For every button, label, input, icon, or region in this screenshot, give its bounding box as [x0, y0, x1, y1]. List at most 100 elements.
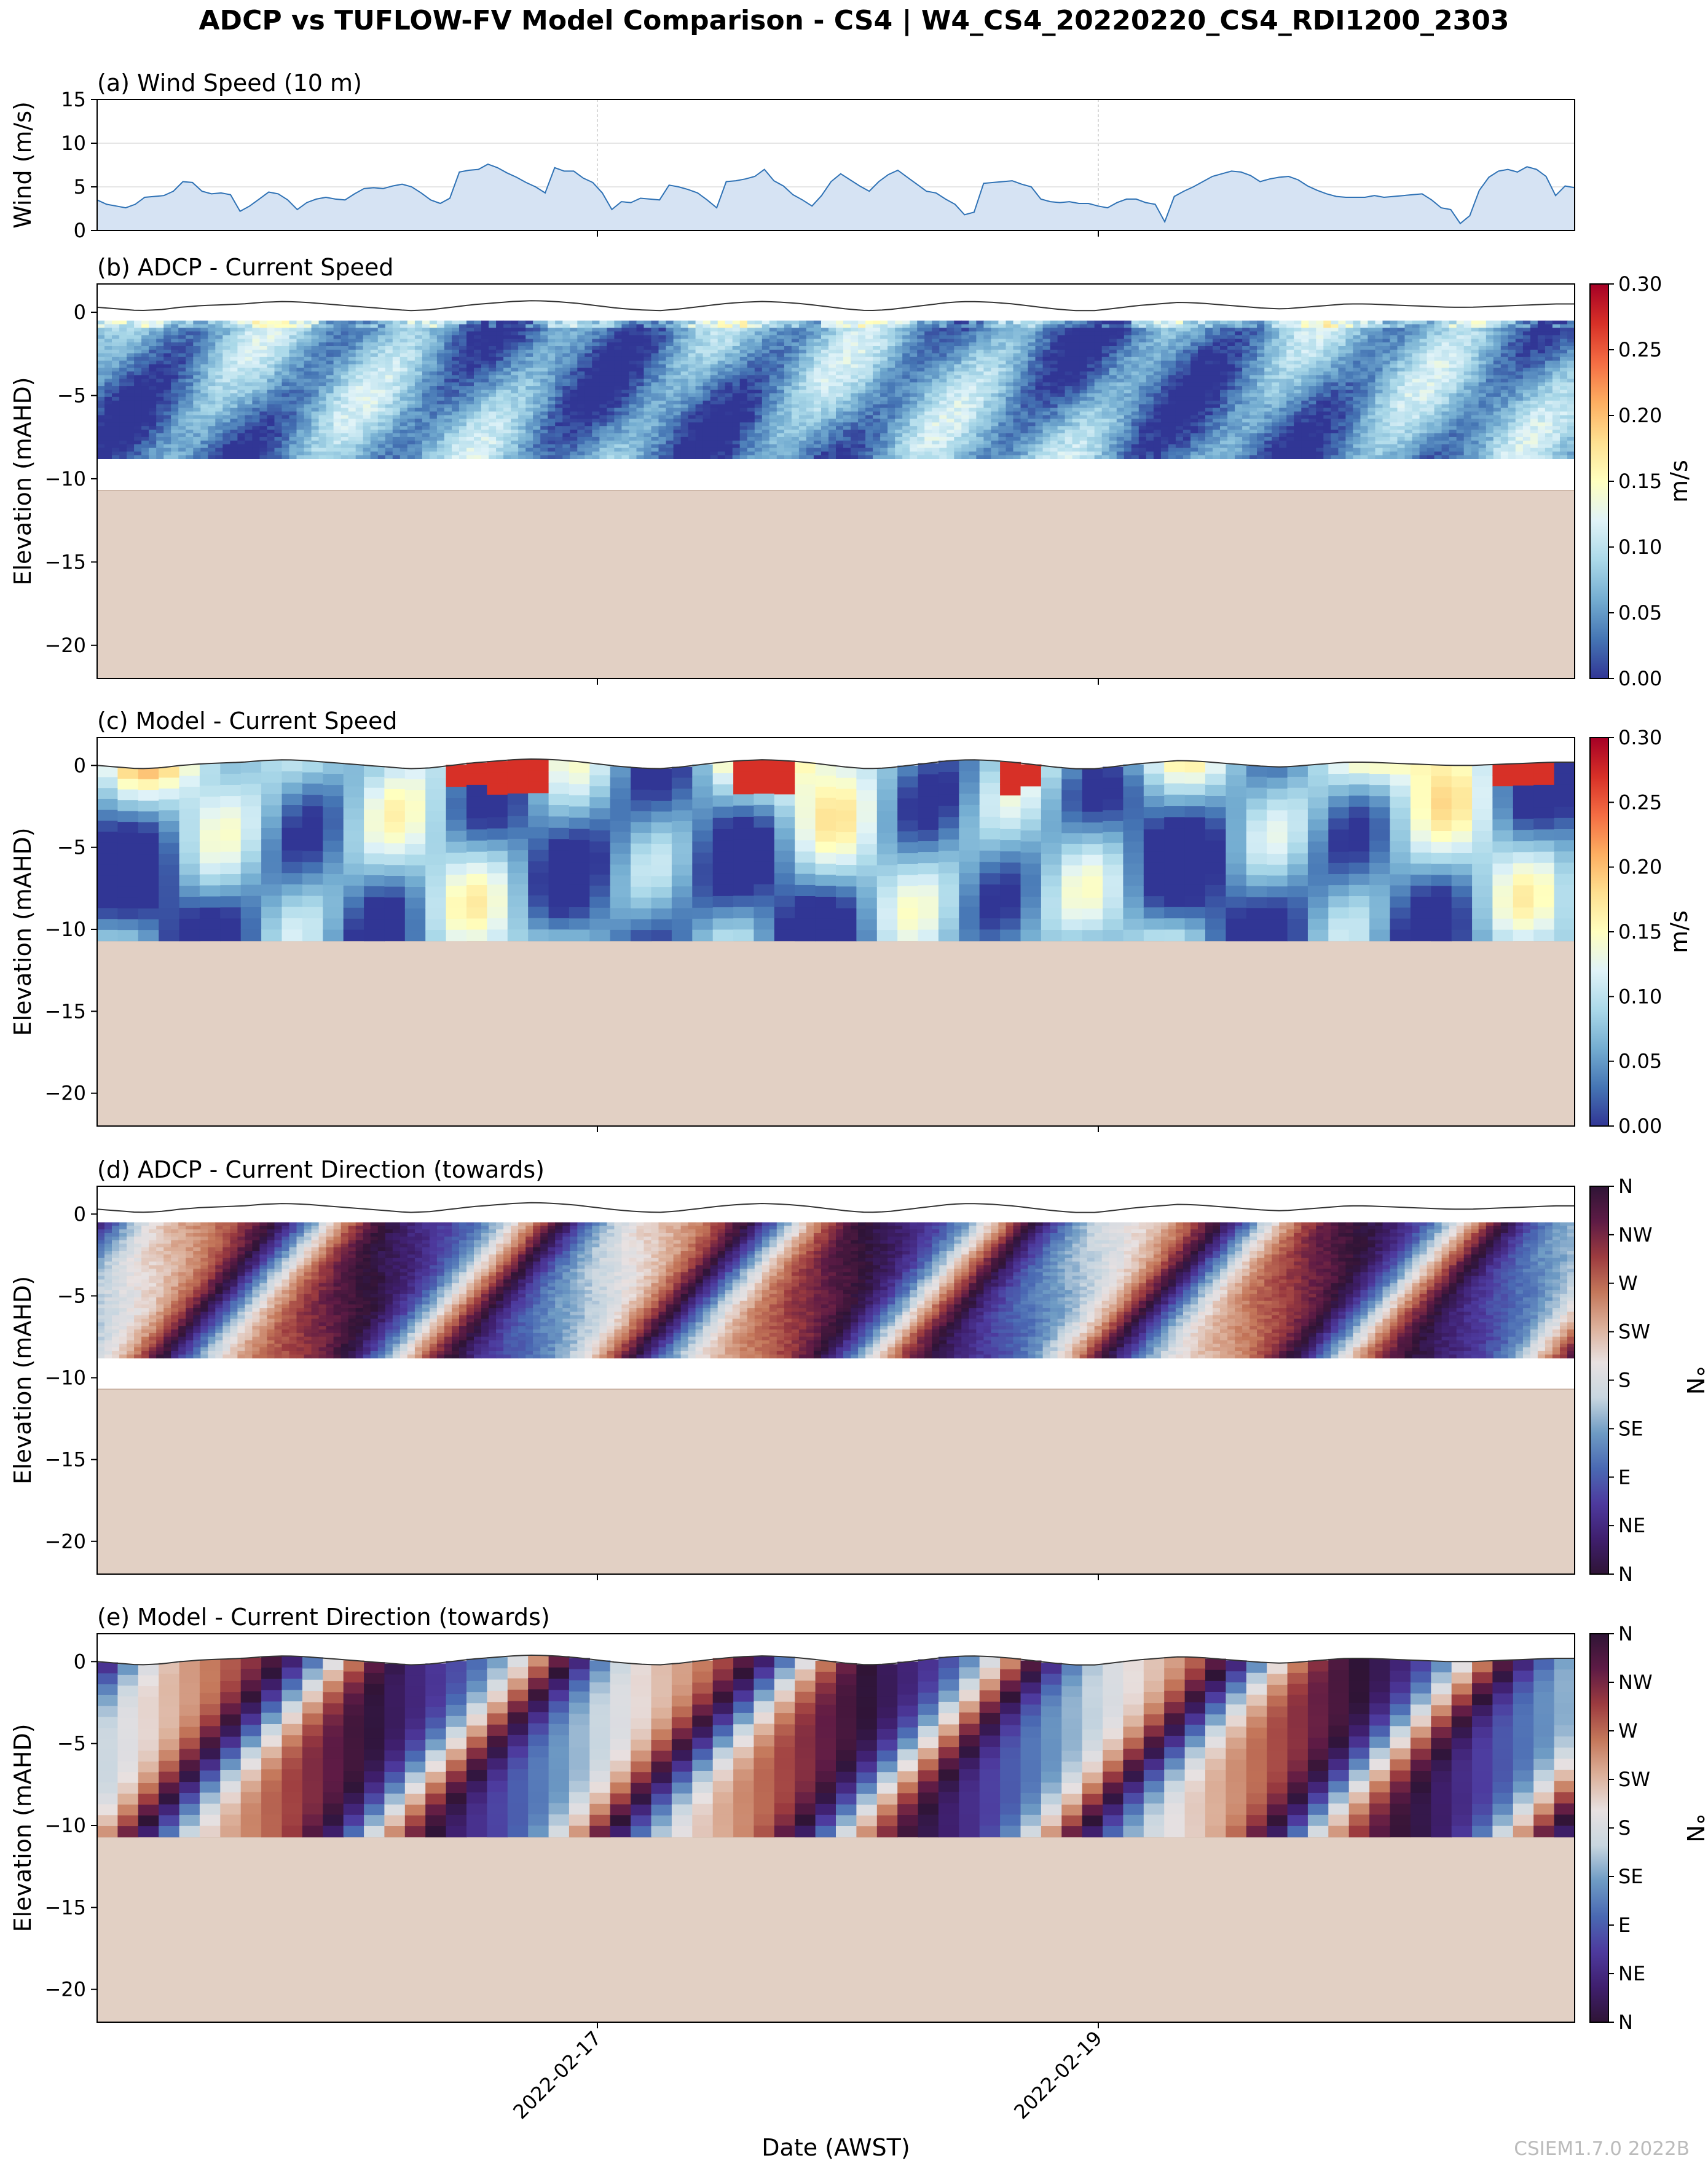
heatmap-cell	[924, 430, 932, 434]
heatmap-cell	[1050, 433, 1058, 438]
heatmap-cell	[452, 451, 460, 456]
heatmap-cell	[680, 447, 689, 452]
heatmap-cell	[127, 419, 135, 423]
heatmap-cell	[1035, 400, 1044, 405]
heatmap-cell	[614, 393, 622, 398]
heatmap-cell	[296, 436, 305, 441]
heatmap-cell	[289, 375, 297, 379]
heatmap-cell	[614, 331, 622, 336]
heatmap-cell	[1020, 320, 1029, 325]
heatmap-cell	[436, 349, 445, 354]
heatmap-cell	[326, 447, 334, 452]
heatmap-cell	[858, 422, 866, 427]
heatmap-cell	[614, 371, 622, 376]
heatmap-cell	[333, 419, 342, 423]
heatmap-cell	[340, 440, 349, 445]
heatmap-cell	[208, 342, 216, 347]
heatmap-cell	[969, 455, 977, 459]
heatmap-cell	[666, 436, 674, 441]
heatmap-cell	[112, 335, 120, 339]
heatmap-cell	[747, 455, 755, 459]
heatmap-cell	[607, 328, 615, 332]
heatmap-cell	[466, 331, 474, 336]
heatmap-cell	[991, 426, 999, 430]
heatmap-cell	[318, 422, 327, 427]
heatmap-cell	[607, 400, 615, 405]
heatmap-cell	[924, 390, 932, 394]
heatmap-cell	[562, 404, 570, 409]
heatmap-cell	[695, 339, 704, 343]
heatmap-cell	[688, 371, 696, 376]
heatmap-cell	[127, 342, 135, 347]
heatmap-cell	[1020, 390, 1029, 394]
heatmap-cell	[422, 386, 430, 390]
heatmap-cell	[969, 346, 977, 350]
heatmap-cell	[163, 390, 171, 394]
heatmap-cell	[548, 455, 556, 459]
heatmap-cell	[983, 433, 991, 438]
heatmap-cell	[584, 422, 592, 427]
heatmap-cell	[762, 328, 770, 332]
heatmap-cell	[436, 393, 445, 398]
heatmap-cell	[880, 411, 888, 416]
heatmap-cell	[141, 346, 149, 350]
heatmap-cell	[643, 419, 652, 423]
heatmap-cell	[961, 440, 969, 445]
heatmap-cell	[525, 324, 533, 328]
heatmap-cell	[895, 390, 903, 394]
heatmap-cell	[636, 382, 645, 387]
heatmap-cell	[377, 364, 386, 369]
heatmap-cell	[932, 324, 940, 328]
heatmap-cell	[548, 430, 556, 434]
heatmap-cell	[1050, 386, 1058, 390]
heatmap-cell	[1006, 382, 1014, 387]
heatmap-cell	[252, 415, 260, 419]
heatmap-cell	[917, 393, 925, 398]
heatmap-cell	[548, 451, 556, 456]
heatmap-cell	[651, 342, 659, 347]
heatmap-cell	[311, 415, 320, 419]
heatmap-cell	[178, 342, 186, 347]
heatmap-cell	[791, 353, 800, 358]
heatmap-cell	[969, 364, 977, 369]
heatmap-cell	[946, 360, 954, 365]
heatmap-cell	[932, 396, 940, 401]
heatmap-cell	[887, 433, 895, 438]
heatmap-cell	[798, 331, 807, 336]
heatmap-cell	[1028, 422, 1036, 427]
heatmap-cell	[983, 335, 991, 339]
heatmap-cell	[1013, 455, 1021, 459]
heatmap-cell	[858, 360, 866, 365]
heatmap-cell	[496, 386, 504, 390]
heatmap-cell	[917, 430, 925, 434]
heatmap-cell	[570, 342, 578, 347]
heatmap-cell	[946, 368, 954, 372]
heatmap-cell	[466, 360, 474, 365]
heatmap-cell	[902, 342, 910, 347]
heatmap-cell	[584, 379, 592, 383]
heatmap-cell	[769, 390, 777, 394]
heatmap-cell	[924, 382, 932, 387]
heatmap-cell	[208, 335, 216, 339]
heatmap-cell	[813, 371, 822, 376]
heatmap-cell	[607, 444, 615, 449]
heatmap-cell	[851, 408, 859, 412]
heatmap-cell	[525, 433, 533, 438]
heatmap-cell	[1006, 400, 1014, 405]
heatmap-cell	[762, 455, 770, 459]
heatmap-cell	[245, 400, 253, 405]
heatmap-cell	[776, 320, 785, 325]
heatmap-cell	[540, 444, 548, 449]
heatmap-cell	[614, 447, 622, 452]
heatmap-cell	[112, 328, 120, 332]
heatmap-cell	[245, 328, 253, 332]
heatmap-cell	[525, 331, 533, 336]
heatmap-cell	[702, 353, 711, 358]
heatmap-cell	[887, 393, 895, 398]
heatmap-cell	[141, 422, 149, 427]
heatmap-cell	[658, 356, 667, 361]
heatmap-cell	[377, 422, 386, 427]
heatmap-cell	[991, 390, 999, 394]
heatmap-cell	[385, 356, 393, 361]
heatmap-cell	[311, 433, 320, 438]
